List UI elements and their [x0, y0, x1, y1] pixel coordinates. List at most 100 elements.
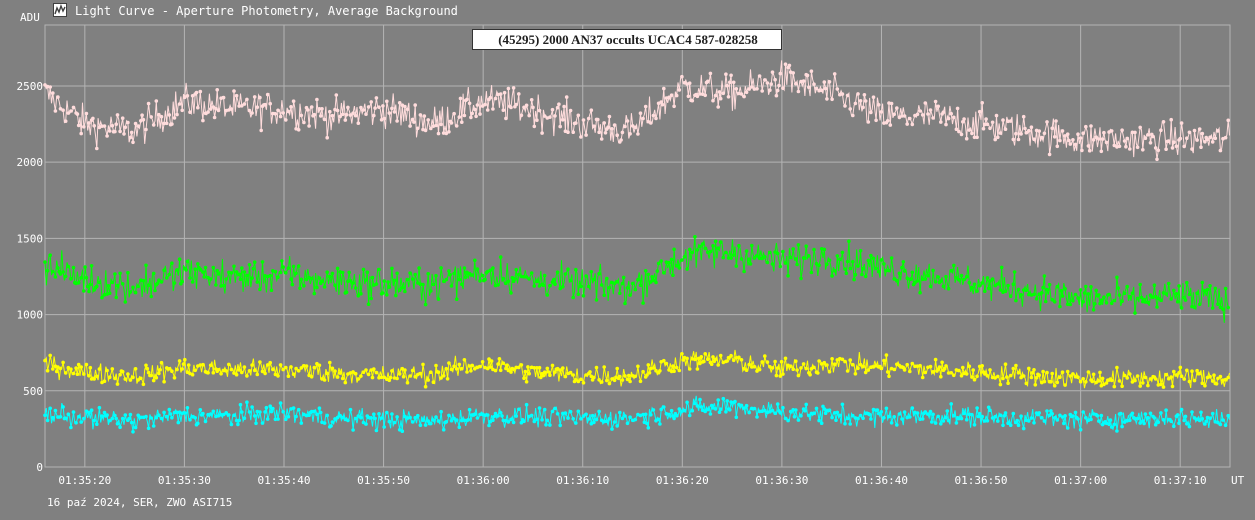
data-point — [777, 83, 781, 88]
data-point — [791, 247, 795, 251]
data-point — [933, 357, 938, 362]
data-point — [747, 362, 751, 367]
data-point — [183, 357, 187, 362]
data-point — [905, 122, 909, 126]
data-point — [395, 415, 399, 419]
data-point — [796, 418, 801, 422]
data-point — [1045, 287, 1049, 292]
data-point — [812, 247, 816, 252]
data-point — [381, 291, 385, 295]
data-point — [413, 415, 418, 420]
data-point — [1041, 285, 1045, 290]
data-point — [1135, 296, 1140, 301]
data-point — [1174, 292, 1179, 296]
data-point — [1223, 423, 1228, 428]
data-point — [597, 271, 601, 276]
data-point — [359, 415, 363, 420]
data-point — [607, 114, 612, 119]
data-point — [1093, 302, 1097, 306]
data-point — [643, 269, 648, 273]
data-point — [996, 419, 1000, 423]
data-point — [269, 409, 274, 414]
data-point — [289, 365, 293, 369]
data-point — [695, 404, 700, 408]
data-point — [805, 73, 810, 78]
data-point — [281, 409, 286, 414]
data-point — [1223, 286, 1228, 291]
graph-icon[interactable] — [53, 3, 67, 17]
data-point — [748, 262, 753, 266]
data-point — [224, 277, 228, 281]
data-point — [238, 402, 243, 407]
data-point — [796, 89, 801, 94]
data-point — [576, 409, 581, 414]
data-point — [237, 368, 241, 372]
data-point — [1164, 292, 1168, 296]
data-point — [592, 124, 596, 128]
data-point — [783, 261, 788, 265]
data-point — [441, 279, 446, 284]
data-point — [840, 250, 845, 255]
data-point — [838, 413, 842, 418]
data-point — [1210, 306, 1215, 310]
data-point — [835, 410, 840, 415]
data-point — [1068, 142, 1073, 146]
data-point — [1043, 299, 1048, 304]
data-point — [475, 416, 480, 420]
data-point — [1185, 422, 1189, 426]
data-point — [1200, 131, 1205, 136]
data-point — [571, 417, 575, 421]
data-point — [848, 422, 852, 426]
data-point — [1050, 371, 1054, 376]
data-point — [970, 131, 974, 136]
data-point — [325, 270, 330, 275]
data-point — [245, 273, 249, 278]
data-point — [1073, 292, 1078, 297]
data-point — [1146, 300, 1150, 305]
data-point — [847, 239, 851, 244]
data-point — [654, 280, 658, 285]
data-point — [654, 116, 658, 121]
data-point — [706, 357, 710, 362]
data-point — [674, 365, 679, 370]
data-point — [118, 425, 122, 430]
data-point — [85, 284, 90, 289]
data-point — [755, 415, 759, 419]
data-point — [56, 415, 60, 419]
data-point — [488, 268, 493, 273]
data-point — [333, 283, 337, 288]
data-point — [770, 70, 775, 74]
data-point — [535, 366, 539, 370]
data-point — [113, 272, 117, 276]
data-point — [348, 407, 353, 412]
data-point — [436, 419, 441, 423]
data-point — [734, 415, 739, 420]
data-point — [564, 95, 569, 99]
data-point — [196, 262, 200, 266]
data-point — [278, 270, 283, 275]
data-point — [682, 408, 687, 413]
data-point — [928, 284, 933, 289]
data-point — [687, 81, 692, 85]
data-point — [333, 369, 337, 373]
data-point — [421, 282, 425, 287]
data-point — [959, 416, 964, 421]
data-point — [492, 414, 497, 419]
data-point — [1153, 377, 1158, 381]
data-point — [926, 273, 930, 278]
data-point — [638, 379, 643, 384]
data-point — [809, 411, 814, 416]
data-point — [149, 294, 153, 299]
data-point — [183, 411, 187, 415]
data-point — [242, 102, 247, 106]
data-point — [470, 111, 475, 116]
data-point — [602, 365, 606, 369]
data-point — [581, 414, 586, 418]
data-point — [237, 418, 241, 423]
data-point — [791, 367, 795, 372]
data-point — [284, 417, 288, 422]
data-point — [708, 71, 713, 76]
data-point — [752, 406, 757, 411]
data-point — [312, 291, 317, 296]
data-point — [937, 365, 942, 369]
